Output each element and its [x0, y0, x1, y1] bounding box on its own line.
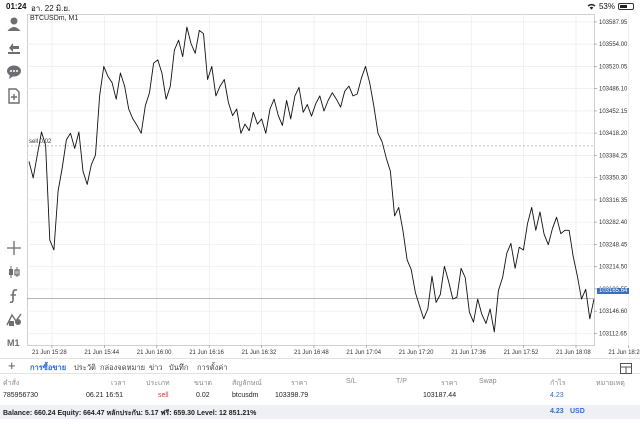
indicators-icon[interactable] [6, 288, 22, 304]
x-tick-label: 21 Jun 17:04 [346, 350, 381, 356]
trade-arrows-icon[interactable] [6, 39, 22, 55]
window-layout-icon[interactable] [620, 361, 632, 374]
y-tick-label: 103350.30 [599, 176, 628, 182]
account-icon[interactable] [6, 16, 22, 32]
status-bar: 01:24 อา. 22 มิ.ย. 53% [0, 0, 640, 13]
y-tick-label: 103316.35 [599, 198, 628, 204]
candlestick-icon[interactable] [6, 264, 22, 280]
add-icon[interactable]: + [8, 358, 16, 373]
tab-trade[interactable]: การซื้อขาย [30, 363, 67, 372]
chart-canvas: 103587.95 103554.00 103520.05 103486.10 1034… [27, 14, 640, 356]
tab-settings[interactable]: การตั้งค่า [197, 363, 228, 372]
col-swap: Swap [479, 378, 497, 385]
terminal-tabs: + การซื้อขาย ประวัติ กล่องจดหมาย ข่าว บั… [0, 358, 640, 374]
x-tick-label: 21 Jun 18:24 [608, 350, 640, 356]
x-tick-label: 21 Jun 16:16 [189, 350, 224, 356]
order-profit: 4.23 [550, 392, 564, 399]
timeframe-label[interactable]: M1 [7, 338, 20, 348]
col-time: เวลา [111, 380, 126, 387]
y-tick-label: 103282.40 [599, 220, 628, 226]
col-sl: S/L [346, 378, 357, 385]
status-time: 01:24 [6, 2, 27, 11]
tab-mailbox[interactable]: กล่องจดหมาย [100, 363, 146, 372]
battery-percent: 53% [598, 2, 615, 11]
plot-frame [27, 14, 595, 346]
col-order: คำสั่ง [3, 380, 20, 387]
objects-icon[interactable] [6, 311, 22, 327]
order-current-price: 103187.44 [423, 392, 457, 399]
y-tick-label: 103248.45 [599, 242, 628, 248]
tab-history[interactable]: ประวัติ [74, 363, 96, 372]
y-tick-label: 103384.25 [599, 153, 628, 159]
x-tick-label: 21 Jun 17:20 [399, 350, 434, 356]
y-tick-label: 103418.20 [599, 131, 628, 137]
chart-toolbar: M1 [0, 13, 27, 355]
x-tick-label: 21 Jun 15:28 [32, 350, 67, 356]
y-tick-label: 103587.95 [599, 20, 628, 26]
status-right: 53% [587, 2, 634, 11]
table-row[interactable]: 785956730 06.21 16:51 sell 0.02 btcusdm … [0, 388, 640, 404]
new-order-icon[interactable] [6, 88, 22, 104]
col-symbol: สัญลักษณ์ [232, 380, 262, 387]
order-time: 06.21 16:51 [86, 392, 123, 399]
price-chart[interactable]: 103587.95 103554.00 103520.05 103486.10 1034… [27, 13, 640, 358]
y-tick-label: 103214.50 [599, 265, 628, 271]
balance-bar: Balance: 660.24 Equity: 664.47 หลักประกั… [0, 405, 640, 419]
col-tp: T/P [396, 378, 407, 385]
tab-news[interactable]: ข่าว [149, 363, 163, 372]
col-type: ประเภท [146, 380, 170, 387]
chart-title: BTCUSDm, M1 [30, 15, 79, 22]
y-tick-label: 103112.65 [599, 331, 628, 337]
y-tick-label: 103554.00 [599, 42, 628, 48]
x-tick-label: 21 Jun 16:32 [242, 350, 277, 356]
order-type: sell [158, 392, 169, 399]
x-tick-label: 21 Jun 18:08 [556, 350, 591, 356]
chat-icon[interactable] [6, 64, 22, 80]
y-tick-label: 103146.60 [599, 309, 628, 315]
price-series-line [28, 26, 595, 333]
crosshair-icon[interactable] [6, 240, 22, 256]
sell-line-label: sell 0.02 [29, 139, 52, 145]
order-symbol: btcusdm [232, 392, 259, 399]
order-price: 103398.79 [275, 392, 309, 399]
x-tick-label: 21 Jun 15:44 [84, 350, 119, 356]
x-tick-label: 21 Jun 16:48 [294, 350, 329, 356]
tab-journal[interactable]: บันทึก [169, 363, 189, 372]
col-current-price: ราคา [441, 380, 458, 387]
y-tick-label: 103452.15 [599, 109, 628, 115]
order-size: 0.02 [196, 392, 210, 399]
profit-currency: USD [570, 408, 585, 415]
balance-summary: Balance: 660.24 Equity: 664.47 หลักประกั… [3, 410, 257, 417]
wifi-icon [587, 3, 596, 10]
x-tick-label: 21 Jun 17:52 [504, 350, 539, 356]
x-tick-label: 21 Jun 16:00 [137, 350, 172, 356]
col-size: ขนาด [194, 380, 213, 387]
y-tick-label: 103520.05 [599, 64, 628, 70]
col-profit: กำไร [550, 380, 566, 387]
col-comment: หมายเหตุ [596, 380, 625, 387]
order-id: 785956730 [3, 392, 39, 399]
x-tick-label: 21 Jun 17:36 [451, 350, 486, 356]
orders-table-header: คำสั่ง เวลา ประเภท ขนาด สัญลักษณ์ ราคา S… [0, 374, 640, 388]
total-profit: 4.23 [550, 408, 564, 415]
col-price: ราคา [291, 380, 308, 387]
status-date: อา. 22 มิ.ย. [31, 4, 71, 13]
y-tick-label: 103486.10 [599, 87, 628, 93]
current-price-tag: 103165.64 [597, 288, 630, 294]
battery-icon [618, 3, 634, 10]
